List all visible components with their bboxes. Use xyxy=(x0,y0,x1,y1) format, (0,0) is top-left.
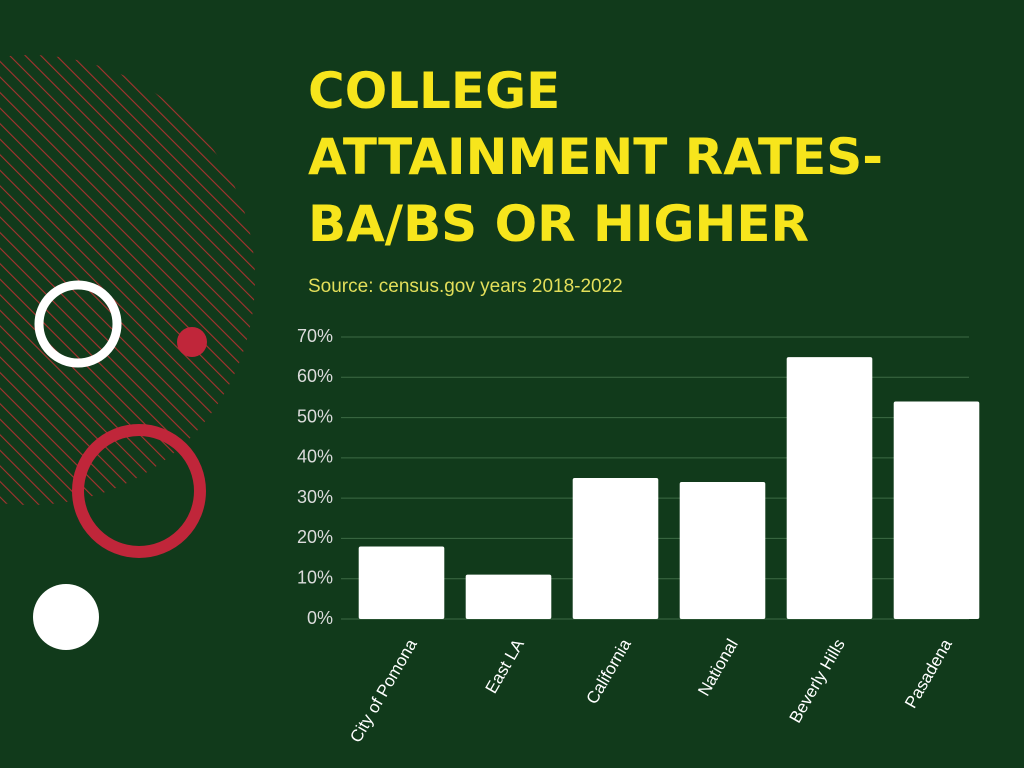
chart-title: COLLEGE xyxy=(308,62,560,120)
x-tick-label: City of Pomona xyxy=(346,635,421,746)
y-tick-label: 10% xyxy=(297,567,333,587)
bar xyxy=(465,574,552,619)
bar xyxy=(358,546,445,619)
y-tick-label: 30% xyxy=(297,487,333,507)
bar xyxy=(679,482,766,619)
chart-title: ATTAINMENT RATES- xyxy=(308,128,883,186)
x-tick-label: California xyxy=(582,635,635,707)
decoration xyxy=(0,55,255,650)
chart-subtitle: Source: census.gov years 2018-2022 xyxy=(308,276,623,297)
x-tick-label: East LA xyxy=(482,635,529,697)
bar xyxy=(786,357,873,619)
chart-title: BA/BS OR HIGHER xyxy=(308,195,809,253)
y-tick-label: 50% xyxy=(297,406,333,426)
y-tick-label: 20% xyxy=(297,527,333,547)
y-tick-label: 40% xyxy=(297,447,333,467)
bar xyxy=(893,401,980,619)
y-tick-label: 0% xyxy=(307,608,333,628)
x-tick-label: National xyxy=(694,636,742,700)
bar xyxy=(572,478,659,619)
x-tick-label: Pasadena xyxy=(901,635,956,711)
x-tick-label: Beverly Hills xyxy=(786,636,849,727)
y-tick-label: 70% xyxy=(297,326,333,346)
y-tick-label: 60% xyxy=(297,366,333,386)
